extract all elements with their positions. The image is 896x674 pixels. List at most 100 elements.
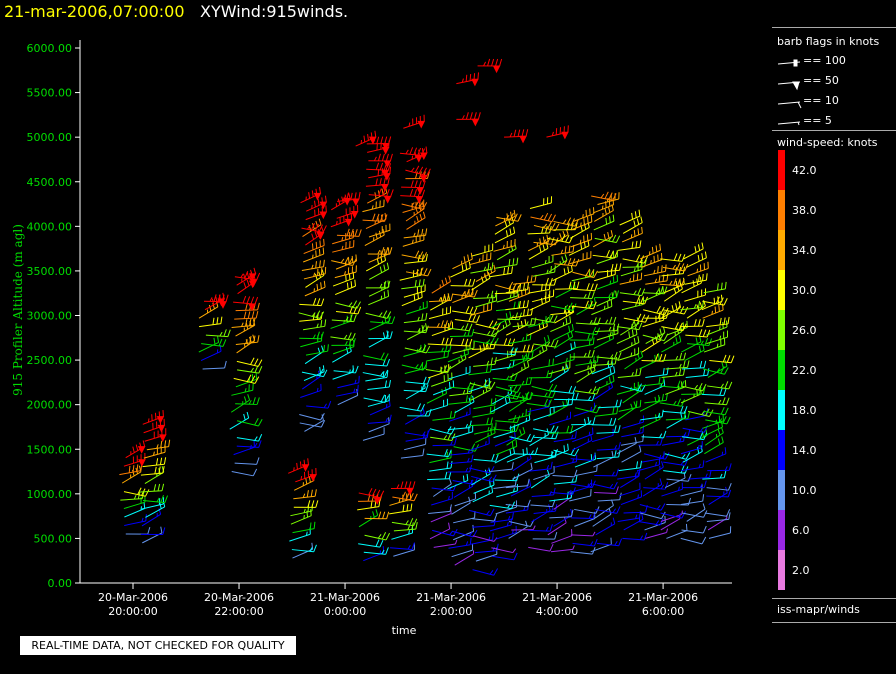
x-tick-time: 2:00:00 <box>430 605 472 618</box>
wind-barb <box>554 258 580 267</box>
quality-note: REAL-TIME DATA, NOT CHECKED FOR QUALITY <box>20 636 296 655</box>
wind-barb <box>200 344 222 361</box>
wind-barb <box>368 153 393 168</box>
wind-barb <box>471 272 491 291</box>
wind-barb <box>595 517 616 536</box>
wind-barb <box>337 375 360 389</box>
wind-barb <box>333 365 359 374</box>
wind-barb <box>554 341 576 358</box>
wind-barb <box>331 338 356 346</box>
wind-barb <box>549 411 572 426</box>
wind-barb <box>493 478 517 489</box>
wind-barb <box>597 263 622 273</box>
wind-barb <box>448 365 471 380</box>
wind-barb <box>291 544 317 553</box>
wind-barb <box>405 165 431 183</box>
wind-barb <box>528 370 554 379</box>
wind-barb <box>570 531 596 537</box>
x-tick-date: 20-Mar-2006 <box>98 591 168 604</box>
wind-barb <box>125 527 151 535</box>
speed-bin-label: 14.0 <box>792 444 817 457</box>
wind-barb <box>362 427 385 441</box>
wind-barb <box>644 379 666 395</box>
wind-barb <box>452 306 478 315</box>
x-tick-date: 21-Mar-2006 <box>628 591 698 604</box>
wind-barb <box>474 543 499 554</box>
wind-barb <box>429 522 451 540</box>
wind-barb <box>198 336 220 353</box>
wind-barb <box>236 357 263 367</box>
wind-barb <box>505 300 529 311</box>
wind-barb <box>512 452 532 472</box>
wind-barb <box>404 429 431 437</box>
wind-barb <box>235 335 260 345</box>
wind-barb <box>703 281 727 294</box>
wind-barb <box>684 288 707 302</box>
wind-barb <box>303 319 327 331</box>
wind-barb <box>527 343 548 362</box>
speed-bin-label: 34.0 <box>792 244 817 257</box>
x-axis-label: time <box>392 624 417 637</box>
wind-barb <box>533 221 560 232</box>
wind-barb <box>432 380 455 396</box>
wind-barb <box>433 478 452 497</box>
wind-barb <box>705 447 727 463</box>
wind-barb <box>367 247 393 255</box>
wind-barb <box>532 449 558 457</box>
wind-barb <box>468 437 490 452</box>
wind-barb <box>621 445 642 463</box>
wind-barb <box>682 480 707 489</box>
wind-barb <box>591 316 617 325</box>
wind-barb <box>680 494 705 506</box>
wind-barb <box>475 426 496 444</box>
wind-barb <box>702 470 727 480</box>
wind-barb <box>468 364 493 376</box>
wind-barb <box>140 483 165 493</box>
wind-barb <box>533 406 555 421</box>
wind-barb <box>124 501 146 518</box>
wind-barb <box>202 360 227 370</box>
wind-barb <box>403 228 428 239</box>
wind-barb <box>431 372 453 387</box>
wind-barb <box>233 295 259 312</box>
wind-barb <box>292 542 314 559</box>
wind-barb <box>389 503 413 515</box>
wind-barb <box>237 365 263 374</box>
wind-barb <box>593 214 615 231</box>
wind-barb <box>331 256 357 266</box>
wind-barb <box>528 234 549 252</box>
wind-barb <box>701 388 727 396</box>
wind-barb <box>594 366 616 383</box>
wind-barb <box>527 319 548 337</box>
wind-barb <box>509 360 530 378</box>
wind-barb <box>644 461 664 480</box>
wind-barb <box>477 58 503 74</box>
wind-barb <box>469 379 496 390</box>
wind-barb <box>555 281 580 290</box>
speed-color-swatch <box>778 390 785 430</box>
wind-barb <box>453 480 474 498</box>
wind-barb <box>687 337 713 346</box>
wind-barb <box>644 515 666 531</box>
wind-barb <box>203 294 229 309</box>
wind-barb <box>596 538 623 547</box>
wind-barb <box>509 344 534 353</box>
wind-barb <box>531 254 554 269</box>
y-tick-label: 1500.00 <box>27 443 73 456</box>
speed-bin-label: 38.0 <box>792 204 817 217</box>
wind-barb <box>618 240 642 251</box>
wind-barb <box>205 329 231 338</box>
wind-barb <box>594 290 620 299</box>
wind-barb <box>619 288 646 297</box>
y-tick-label: 3500.00 <box>27 265 73 278</box>
speed-color-swatch <box>778 510 785 550</box>
wind-barb <box>569 489 592 502</box>
wind-barb <box>528 524 553 532</box>
wind-barb <box>447 420 472 431</box>
wind-barb <box>681 510 708 518</box>
wind-barb <box>705 416 731 425</box>
wind-barb <box>365 177 390 192</box>
y-tick-label: 500.00 <box>34 532 73 545</box>
wind-barb <box>662 405 688 414</box>
wind-barb <box>643 264 667 277</box>
